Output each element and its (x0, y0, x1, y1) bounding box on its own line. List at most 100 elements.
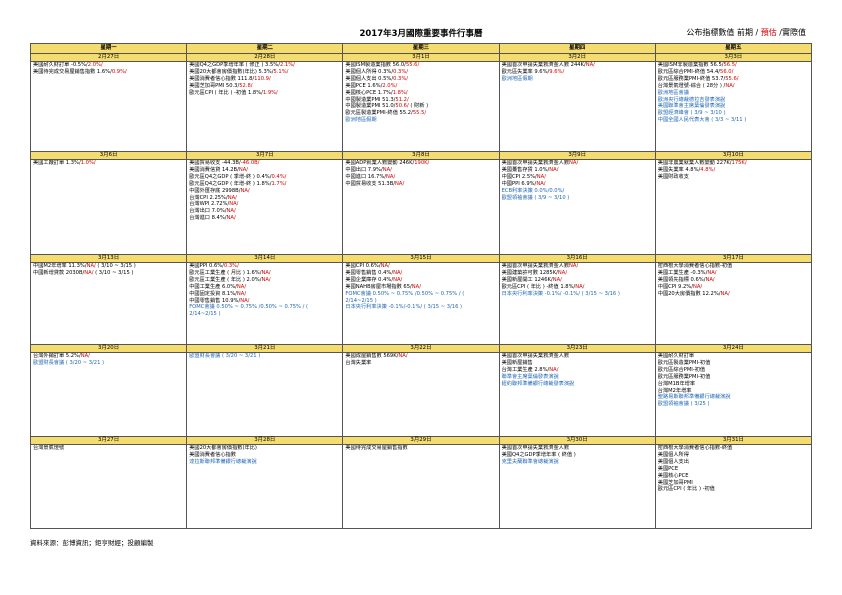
indicator-item: 美國消費者信心指數 111.8/110.9/ (188, 75, 342, 83)
day-cell: 美國ADP就業人數變動 246K/190K/中國出口 7.9%/NA/中國進口 … (342, 159, 500, 255)
forecast-value: NA/ (84, 269, 94, 276)
date-cell: 3月10日 (654, 151, 813, 160)
event-text: 台灣CPI 2.25%/ (189, 194, 228, 201)
indicator-item: 美國20大都會房價指數(年比) 5.3%/5.1%/ (188, 68, 342, 76)
date-cell: 3月1日 (342, 53, 500, 62)
event-item: 2/14~2/15 ) (344, 298, 498, 305)
event-text: 歐元區服務業PMI-初值 (657, 373, 711, 380)
event-text: 台灣景氣燈號-綜合 ( 28分 ) / (657, 82, 726, 89)
indicator-item: 歐元區失業率 9.6%/9.6%/ (500, 69, 654, 76)
indicator-item: 歐元區Q4之GDP ( 年增-終 ) 1.8%/1.7%/ (188, 180, 342, 188)
indicator-item: 美國躉售存貨 1.0%/NA/ (500, 166, 654, 174)
forecast-value: NA/ (261, 269, 271, 276)
indicator-item: 歐元區CPI ( 年比 ) -終值 1.8%/NA/ (500, 283, 654, 291)
event-text: 美國聯準會主席葉倫發表演說 (657, 103, 726, 110)
event-text: 台灣進口 8.4%/ (189, 215, 227, 222)
day-cell: 密西根大學消費者信心指數-初值 美國工業生產 -0.3%/NA/美國領先指標 0.… (654, 262, 813, 345)
date-cell: 3月24日 (654, 344, 813, 353)
event-text: 美國ISM非製造業指數 56.5/ (657, 62, 724, 69)
day-cell: 美國首次申請失業救濟金人數 美國新屋銷售 台灣工業生產 2.8%/NA/聯準會主席葉… (498, 352, 656, 437)
event-text: 歐盟經濟峰會 ( 3/9 ~ 3/10 ) (657, 110, 726, 117)
legend-forecast: 預估 (760, 28, 777, 37)
events-row: 台灣景氣燈號 美國20大都會房價指數(年比) 美國消費者信心指數 達拉斯聯邦準備銀行總… (29, 444, 813, 529)
event-text: 美國工業生產 -0.3%/ (657, 269, 708, 276)
date-cell: 3月9日 (498, 151, 656, 160)
forecast-value: 2.0%/ (87, 62, 103, 69)
indicator-item: 台灣工業生產 2.8%/NA/ (500, 367, 654, 374)
indicator-item: 美國財政收支 (656, 174, 810, 181)
forecast-value: 51.2/ (395, 96, 409, 103)
event-text: 台灣外銷訂單 5.2%/ (33, 353, 81, 360)
event-text: 美國失業率 4.8%/ (657, 166, 701, 173)
event-text: 美國企業庫存 0.4%/ (345, 276, 394, 283)
date-cell: 3月31日 (654, 436, 813, 445)
event-text: 美國個人所得 0.3%/ (345, 68, 394, 75)
indicator-item: 台灣景氣燈號-綜合 ( 28分 ) /NA/ (656, 82, 810, 90)
forecast-value: 110.9/ (254, 75, 271, 82)
day-cell: 歐盟財長會議 ( 3/20 ~ 3/21 ) (186, 352, 344, 437)
event-text: 美國PPI 0.6%/ (189, 263, 224, 270)
event-text: 美國個人支出 0.5%/ (345, 75, 394, 82)
weekday-header: 星期五 (654, 43, 813, 54)
event-text: 歐元區工業生產 ( 年比 ) 2.0%/ (189, 276, 262, 283)
indicator-item: 美國首次申請失業救濟金人數 244K/NA/ (500, 63, 654, 69)
indicator-item: 美國ISM製造業指數 56.0/55.6/ (344, 63, 498, 69)
indicator-item: 台灣景氣燈號 (32, 446, 186, 452)
event-text: 歐元區服務業PMI-終值 53.7/ (657, 75, 726, 82)
event-text: 美國待完成交易屋銷售指數 1.6%/ (33, 68, 112, 75)
forecast-value: NA/ (398, 353, 408, 360)
indicator-item: 中國新增貸款 2030B/NA/ ( 3/10 ~ 3/15 ) (32, 269, 186, 277)
indicator-item: 美國核心PCE (656, 473, 810, 480)
legend-suffix: /實際值 (776, 28, 806, 37)
event-text: 中國零售銷售 10.9%/ (189, 297, 241, 304)
date-cell: 3月23日 (498, 344, 656, 353)
event-text: 聖路易斯聯邦準備銀行總裁演說 (657, 394, 731, 401)
forecast-value: 0.3%/ (223, 263, 239, 270)
event-text: 中國CPI 2.5%/ (501, 173, 537, 180)
indicator-item: 中國PPI 6.9%/NA/ (500, 181, 654, 188)
day-cell: 美國ISM非製造業指數 56.5/56.5/歐元區綜合PMI-終值 54.4/5… (654, 61, 813, 152)
forecast-value: 0.9%/ (111, 68, 127, 75)
day-cell: 美國耐久財訂單 -0.5%/2.0%/美國待完成交易屋銷售指數 1.6%/0.9… (29, 61, 188, 152)
event-text: 美國消費者信心指數 (189, 451, 236, 458)
indicator-item: 美國首次申請失業救濟金人數 (500, 446, 654, 452)
forecast-value: NA/ (557, 269, 568, 276)
event-text: 美國貿易收支 -44.3B/ (189, 160, 241, 167)
event-text: 歐洲地區會議 (657, 89, 689, 96)
event-item: 2/14~2/15 ) (188, 311, 342, 318)
forecast-value: 0.3%/ (393, 75, 409, 82)
forecast-value: 2.1%/ (279, 62, 295, 69)
weekday-header-row: 星期一 星期二 星期三 星期四 星期五 (29, 43, 813, 54)
event-text: 歐元區CPI ( 年比 ) -終值 1.8%/ (501, 283, 576, 290)
event-item: 中國全國人民代表大會 ( 3/3 ~ 3/11 ) (656, 117, 810, 124)
event-text: 美國芝加哥PMI 50.3/ (189, 82, 240, 89)
event-item: 歐洲央行總裁德拉吉發表演說 (656, 97, 810, 104)
forecast-value: 56.5/ (723, 62, 737, 69)
event-item: 達拉斯聯邦準備銀行總裁演說 (188, 458, 342, 466)
event-text: 中國出口 7.9%/ (345, 166, 383, 173)
indicator-item: 歐元區製造業PMI-初值 (656, 360, 810, 367)
indicator-item: 美國新屋銷售 (500, 360, 654, 367)
event-text: 歐元區Q4之GDP ( 年增-終 ) 1.8%/ (189, 180, 272, 187)
indicator-item: 美國PPI 0.6%/0.3%/ (188, 263, 342, 270)
indicator-item: 中國貿易收支 51.3B/NA/ (344, 181, 498, 188)
event-text: 歐盟領袖會議 ( 3/25 ) (657, 401, 710, 408)
event-text: 美國待完成交易屋銷售指數 (345, 445, 408, 452)
event-suffix: ( 財新 ) (408, 103, 429, 110)
forecast-value: NA/ (261, 276, 271, 283)
event-text: 達拉斯聯邦準備銀行總裁演說 (189, 458, 257, 465)
event-text: 美國首次申請失業救濟金人數 (501, 263, 570, 270)
indicator-item: 歐元區服務業PMI-初值 (656, 373, 810, 381)
event-text: 歐元區Q4之GDP ( 季增-終 ) 0.4%/ (189, 173, 272, 180)
event-text: 歐洲地區假期 (501, 75, 533, 82)
forecast-value: NA/ (549, 166, 559, 173)
indicator-item: 美國個人所得 0.3%/0.3%/ (344, 68, 498, 76)
event-text: 密西根大學消費者信心指數-終值 (657, 445, 733, 452)
indicator-item: 美國消費者信心指數 (188, 451, 342, 459)
event-item: 紐約聯邦準備銀行總裁發表演說 (500, 381, 654, 388)
indicator-item: 台灣WPI 2.72%/NA/ (188, 201, 342, 208)
events-row: 美國工廠訂單 1.3%/1.0%/美國貿易收支 -44.3B/-46.0B/美國… (29, 159, 813, 255)
date-cell: 3月3日 (654, 53, 813, 62)
forecast-value: 5.1%/ (273, 68, 289, 75)
forecast-value: NA/ (80, 353, 90, 360)
